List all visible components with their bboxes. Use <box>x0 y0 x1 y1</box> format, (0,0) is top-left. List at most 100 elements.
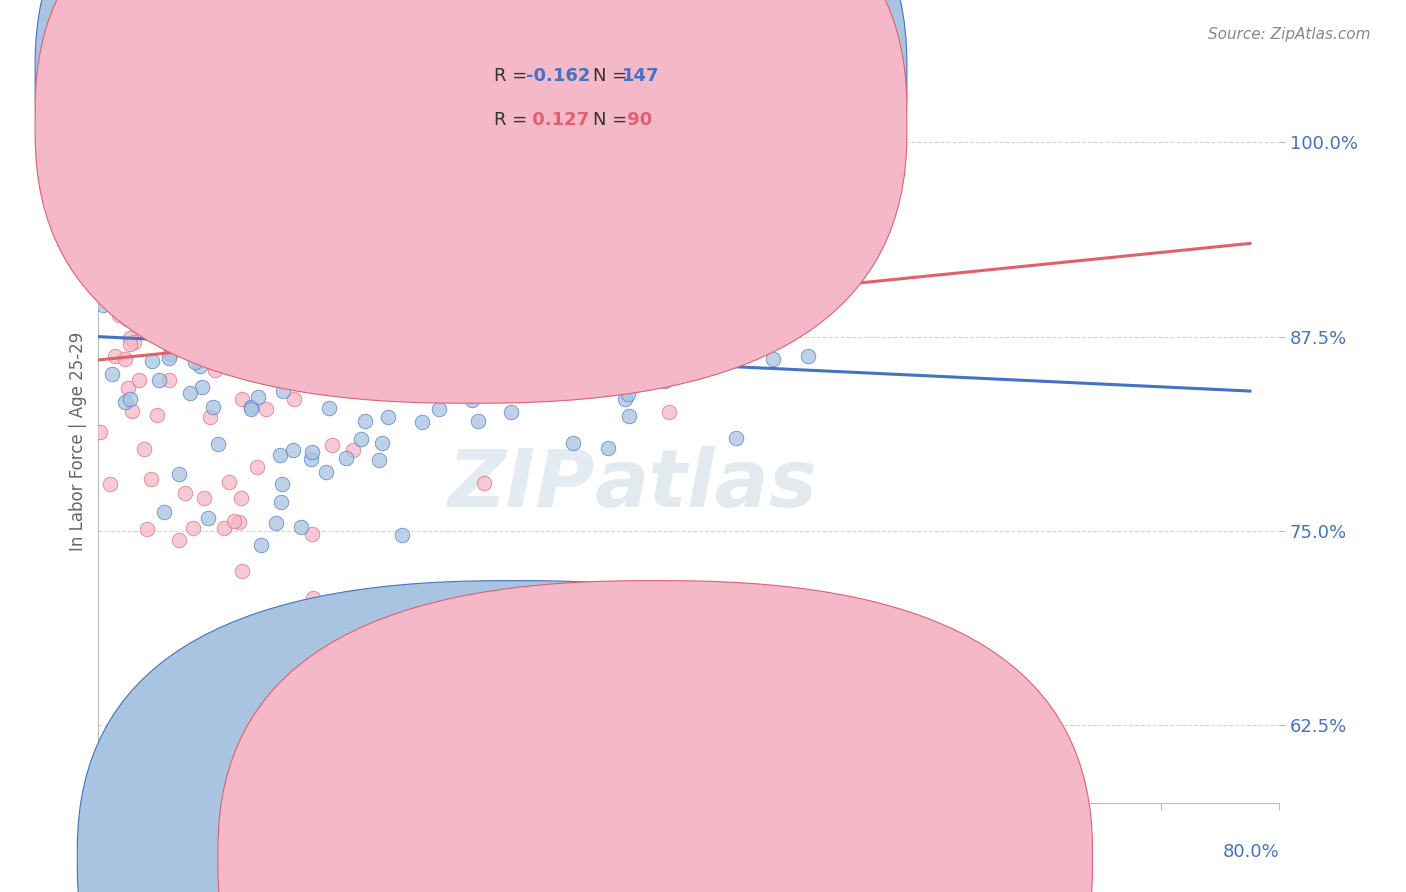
Point <box>181 521 204 535</box>
Point <box>181 157 204 171</box>
Point <box>321 438 343 452</box>
Point <box>755 208 778 222</box>
Point <box>328 351 350 365</box>
Point <box>295 149 318 163</box>
Point <box>561 291 583 305</box>
Point <box>89 425 111 440</box>
Point <box>290 250 312 264</box>
Point <box>145 408 167 422</box>
Point <box>399 335 422 350</box>
Point <box>457 323 479 337</box>
Point <box>361 215 384 229</box>
Point <box>232 361 254 376</box>
Point <box>228 515 250 529</box>
Point <box>242 362 264 376</box>
Point <box>654 374 676 388</box>
Point <box>167 533 190 548</box>
Point <box>197 511 219 525</box>
Point <box>319 361 342 376</box>
Point <box>301 527 323 541</box>
Point <box>202 104 225 119</box>
Point <box>257 368 280 382</box>
Point <box>398 309 420 323</box>
Point <box>374 380 396 394</box>
Point <box>499 405 522 419</box>
Point <box>342 442 364 457</box>
Point <box>157 217 180 231</box>
Point <box>283 392 305 406</box>
Point <box>117 381 139 395</box>
Point <box>235 249 257 263</box>
Point <box>891 790 914 805</box>
Point <box>188 359 211 373</box>
Point <box>98 477 121 491</box>
Point <box>323 186 346 200</box>
Point <box>184 354 207 368</box>
Point <box>201 400 224 414</box>
Point <box>658 405 681 419</box>
Point <box>222 514 245 528</box>
Point <box>461 392 484 407</box>
Point <box>425 107 447 121</box>
Point <box>104 349 127 363</box>
Point <box>749 660 772 674</box>
Point <box>105 184 128 198</box>
Point <box>205 171 228 186</box>
Point <box>231 392 253 406</box>
Point <box>141 354 163 368</box>
Point <box>135 522 157 536</box>
Point <box>152 268 174 283</box>
Point <box>762 668 785 682</box>
Point <box>91 264 114 278</box>
Point <box>104 266 127 280</box>
Point <box>291 263 314 277</box>
Point <box>202 227 225 241</box>
Point <box>218 475 240 490</box>
Point <box>153 688 176 702</box>
Point <box>121 404 143 418</box>
Point <box>411 415 433 429</box>
Point <box>93 239 115 253</box>
Point <box>201 281 224 295</box>
Point <box>326 142 349 156</box>
Point <box>463 175 485 189</box>
Point <box>228 310 250 325</box>
Point <box>481 377 503 392</box>
Point <box>274 150 297 164</box>
Point <box>350 250 373 264</box>
Point <box>184 310 207 325</box>
Point <box>257 364 280 378</box>
Point <box>107 308 129 322</box>
Point <box>264 516 287 530</box>
Point <box>596 441 619 455</box>
Point <box>664 347 686 361</box>
Point <box>273 327 295 342</box>
Point <box>346 312 368 326</box>
Point <box>103 296 125 310</box>
Point <box>718 777 741 791</box>
Text: 147: 147 <box>621 67 659 85</box>
Text: N =: N = <box>593 67 633 85</box>
Point <box>270 477 292 491</box>
Point <box>447 344 470 359</box>
Point <box>368 453 391 467</box>
Point <box>212 276 235 290</box>
Point <box>270 495 292 509</box>
Point <box>603 311 626 326</box>
Point <box>613 392 636 406</box>
Point <box>381 104 404 119</box>
Point <box>247 390 270 404</box>
Point <box>280 369 302 384</box>
Point <box>762 352 785 367</box>
Point <box>297 104 319 119</box>
Point <box>650 194 672 209</box>
Point <box>291 374 314 388</box>
Point <box>318 333 340 347</box>
Point <box>229 491 252 505</box>
Point <box>377 410 399 425</box>
Text: R =: R = <box>494 67 533 85</box>
Point <box>200 315 222 329</box>
Point <box>153 505 176 519</box>
Point <box>152 264 174 278</box>
Point <box>702 687 724 701</box>
